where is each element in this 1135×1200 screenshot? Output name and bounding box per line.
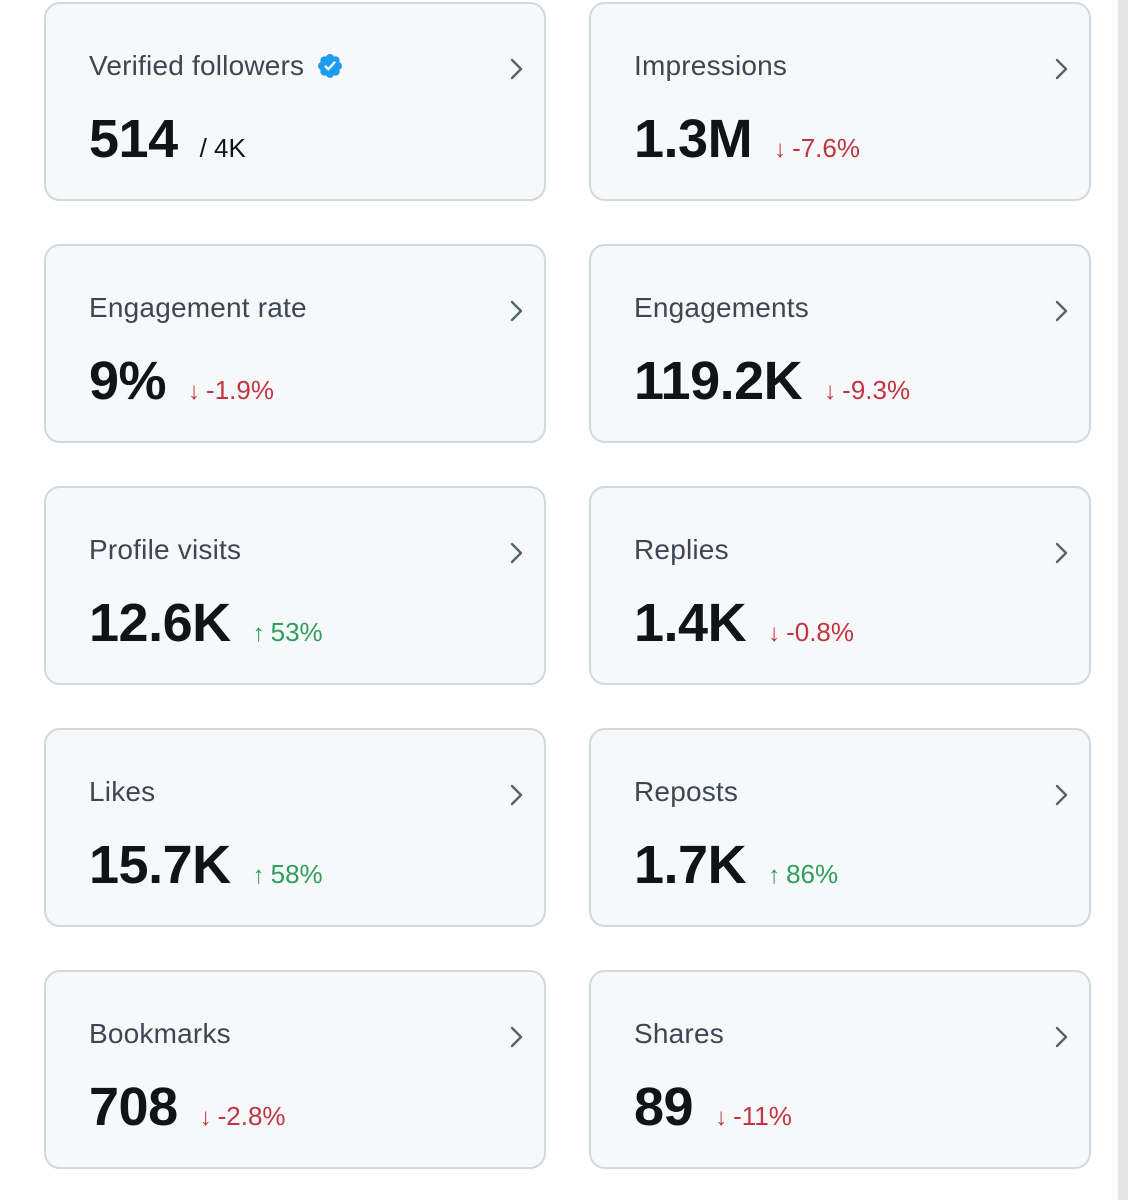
metric-change: ↑ 53% [253, 617, 323, 648]
metric-change: ↓ -0.8% [768, 617, 854, 648]
chevron-right-icon[interactable] [1053, 540, 1071, 566]
metric-card-engagement-rate[interactable]: Engagement rate 9% ↓ -1.9% [44, 244, 546, 443]
arrow-down-icon: ↓ [768, 620, 781, 647]
arrow-down-icon: ↓ [824, 378, 837, 405]
metric-label: Replies [634, 534, 729, 565]
metric-value-row: 1.7K ↑ 86% [634, 838, 838, 892]
metric-label-row: Bookmarks [89, 1018, 231, 1050]
metric-label: Shares [634, 1018, 724, 1049]
metric-label-row: Likes [89, 776, 155, 808]
metric-label: Impressions [634, 50, 788, 81]
metrics-grid: Verified followers 514 / 4K Impressions … [44, 2, 1091, 1169]
metric-card-verified-followers[interactable]: Verified followers 514 / 4K [44, 2, 546, 201]
scrollbar[interactable] [1118, 0, 1128, 1200]
metric-card-bookmarks[interactable]: Bookmarks 708 ↓ -2.8% [44, 970, 546, 1169]
metric-value-row: 12.6K ↑ 53% [89, 596, 323, 650]
arrow-down-icon: ↓ [715, 1104, 728, 1131]
metric-value: 708 [89, 1077, 178, 1137]
metric-change: ↓ -11% [715, 1101, 792, 1132]
metric-label: Bookmarks [89, 1018, 231, 1049]
metric-card-shares[interactable]: Shares 89 ↓ -11% [589, 970, 1091, 1169]
chevron-right-icon[interactable] [508, 782, 526, 808]
metric-card-profile-visits[interactable]: Profile visits 12.6K ↑ 53% [44, 486, 546, 685]
metric-change-value: 58% [270, 859, 323, 889]
metric-change: ↓ -2.8% [200, 1101, 286, 1132]
metric-label: Engagements [634, 292, 809, 323]
metric-value-row: 1.3M ↓ -7.6% [634, 112, 860, 166]
metric-card-replies[interactable]: Replies 1.4K ↓ -0.8% [589, 486, 1091, 685]
chevron-right-icon[interactable] [1053, 56, 1071, 82]
metric-total: / 4K [199, 133, 246, 163]
metric-value: 1.4K [634, 593, 747, 653]
arrow-up-icon: ↑ [768, 862, 781, 889]
chevron-right-icon[interactable] [1053, 782, 1071, 808]
metric-change-value: -0.8% [786, 617, 854, 647]
metric-card-reposts[interactable]: Reposts 1.7K ↑ 86% [589, 728, 1091, 927]
arrow-down-icon: ↓ [774, 136, 787, 163]
metric-value-row: 514 / 4K [89, 112, 246, 166]
chevron-right-icon[interactable] [508, 1024, 526, 1050]
metric-card-engagements[interactable]: Engagements 119.2K ↓ -9.3% [589, 244, 1091, 443]
metric-value-row: 15.7K ↑ 58% [89, 838, 323, 892]
metric-label: Engagement rate [89, 292, 307, 323]
chevron-right-icon[interactable] [508, 56, 526, 82]
metric-card-likes[interactable]: Likes 15.7K ↑ 58% [44, 728, 546, 927]
metric-value: 514 [89, 109, 178, 169]
metric-value: 15.7K [89, 835, 231, 895]
metric-label: Reposts [634, 776, 739, 807]
metric-value: 9% [89, 351, 167, 411]
arrow-down-icon: ↓ [188, 378, 201, 405]
metric-value: 1.7K [634, 835, 747, 895]
metric-change-value: -2.8% [217, 1101, 286, 1131]
verified-badge-icon [318, 54, 343, 78]
metric-label-row: Reposts [634, 776, 738, 808]
metric-label: Likes [89, 776, 156, 807]
metric-value-row: 119.2K ↓ -9.3% [634, 354, 910, 408]
metric-card-impressions[interactable]: Impressions 1.3M ↓ -7.6% [589, 2, 1091, 201]
chevron-right-icon[interactable] [1053, 298, 1071, 324]
metric-value: 1.3M [634, 109, 753, 169]
metric-change-value: -1.9% [206, 375, 274, 405]
metric-change: ↓ -9.3% [824, 375, 910, 406]
metric-value: 89 [634, 1077, 694, 1137]
metric-change: ↓ -7.6% [774, 133, 860, 164]
metric-label-row: Engagements [634, 292, 809, 324]
metric-value-row: 89 ↓ -11% [634, 1080, 792, 1134]
metric-change: ↑ 58% [253, 859, 323, 890]
metric-change-value: -9.3% [842, 375, 911, 405]
metric-change-value: 86% [786, 859, 839, 889]
arrow-up-icon: ↑ [252, 862, 265, 889]
metric-label-row: Shares [634, 1018, 724, 1050]
metric-label-row: Verified followers [89, 50, 344, 82]
metric-value-row: 9% ↓ -1.9% [89, 354, 274, 408]
arrow-up-icon: ↑ [252, 620, 265, 647]
metric-label: Profile visits [89, 534, 242, 565]
chevron-right-icon[interactable] [508, 298, 526, 324]
metric-change-value: -7.6% [792, 133, 860, 163]
metric-label-row: Impressions [634, 50, 787, 82]
metric-change: ↑ 86% [768, 859, 838, 890]
metric-change-value: 53% [270, 617, 323, 647]
metric-label-row: Replies [634, 534, 729, 566]
chevron-right-icon[interactable] [508, 540, 526, 566]
metric-value: 12.6K [89, 593, 231, 653]
arrow-down-icon: ↓ [199, 1104, 212, 1131]
metric-label-row: Profile visits [89, 534, 241, 566]
metric-value-row: 1.4K ↓ -0.8% [634, 596, 854, 650]
metric-value: 119.2K [634, 351, 803, 411]
metric-label: Verified followers [89, 50, 305, 81]
metric-label-row: Engagement rate [89, 292, 307, 324]
metric-change: ↓ -1.9% [188, 375, 274, 406]
metric-change-value: -11% [733, 1101, 792, 1131]
metric-value-row: 708 ↓ -2.8% [89, 1080, 286, 1134]
chevron-right-icon[interactable] [1053, 1024, 1071, 1050]
